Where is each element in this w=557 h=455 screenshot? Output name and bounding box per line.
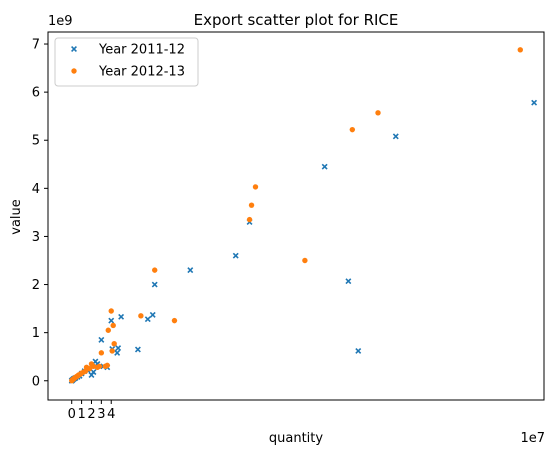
data-point	[111, 341, 117, 347]
y-tick-label: 4	[32, 182, 40, 197]
y-tick-label: 2	[32, 278, 40, 293]
data-point	[349, 126, 356, 133]
data-point	[88, 361, 95, 367]
data-point	[98, 336, 105, 343]
data-point	[114, 349, 121, 356]
data-point	[152, 267, 158, 273]
data-point	[88, 372, 95, 378]
data-point	[321, 163, 328, 170]
data-point	[151, 281, 158, 288]
series-2	[69, 47, 523, 384]
data-point	[109, 348, 115, 354]
data-point	[345, 278, 352, 285]
data-point	[531, 99, 538, 106]
y-offset-label: 1e9	[48, 14, 73, 29]
legend-label: Year 2011-12	[98, 43, 185, 58]
chart-title: Export scatter plot for RICE	[194, 11, 399, 29]
data-point	[171, 317, 178, 324]
data-point	[69, 377, 75, 384]
y-tick-label: 7	[32, 38, 40, 53]
data-point	[98, 350, 105, 356]
y-tick-label: 3	[32, 230, 40, 245]
x-tick-label: 4	[107, 407, 115, 422]
legend-marker	[71, 46, 77, 52]
data-point	[144, 316, 151, 323]
data-points	[68, 47, 538, 384]
plot-frame	[47, 31, 545, 401]
x-tick-label: 0	[68, 407, 76, 422]
y-tick-label: 1	[32, 326, 40, 341]
data-point	[392, 133, 399, 140]
data-point	[149, 311, 156, 318]
x-tick-label: 3	[97, 407, 105, 422]
data-point	[108, 308, 114, 314]
data-point	[248, 202, 255, 208]
x-tick-label: 1	[77, 407, 85, 422]
y-tick-label: 0	[32, 374, 40, 389]
data-point	[252, 184, 259, 190]
data-point	[134, 346, 141, 353]
data-point	[108, 317, 115, 324]
x-offset-label: 1e7	[520, 431, 545, 446]
legend-box	[54, 37, 199, 87]
data-point	[102, 363, 109, 370]
y-axis-label: value	[9, 199, 24, 235]
data-point	[115, 345, 122, 352]
y-tick-label: 5	[32, 134, 40, 149]
data-point	[118, 313, 125, 320]
data-point	[517, 47, 523, 53]
data-point	[187, 267, 194, 274]
legend: Year 2011-12 Year 2012-13	[54, 37, 199, 87]
legend-marker	[71, 68, 77, 74]
x-tick-label: 2	[87, 407, 95, 422]
series-1	[68, 99, 538, 384]
data-point	[375, 110, 381, 116]
legend-entries: Year 2011-12 Year 2012-13	[71, 43, 185, 80]
data-point	[110, 322, 116, 329]
x-axis-label: quantity	[269, 431, 324, 446]
data-point	[355, 347, 362, 354]
data-point	[302, 257, 308, 264]
legend-label: Year 2012-13	[98, 65, 185, 80]
data-point	[138, 313, 144, 319]
data-point	[246, 216, 253, 223]
data-point	[105, 327, 111, 333]
y-tick-label: 6	[32, 86, 40, 101]
data-point	[232, 252, 239, 259]
